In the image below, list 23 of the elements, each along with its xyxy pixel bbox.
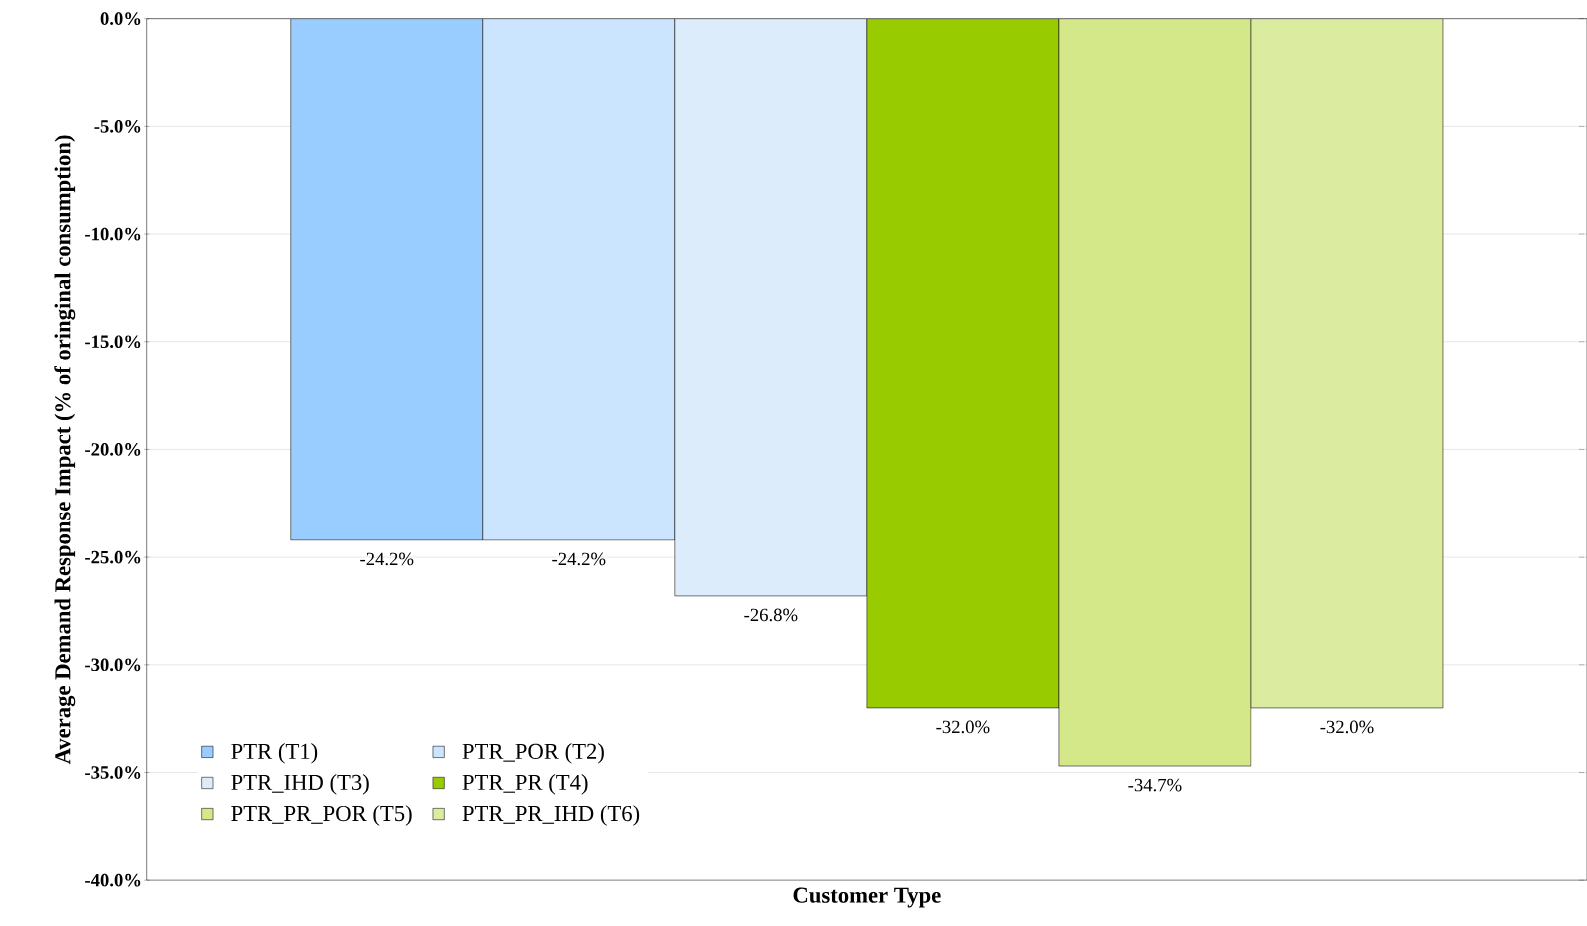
legend-label: PTR_PR_POR (T5) xyxy=(231,805,412,826)
data-label: -32.0% xyxy=(1320,720,1374,734)
y-tick-label: -30.0% xyxy=(85,658,141,672)
y-tick-label: -5.0% xyxy=(94,120,141,133)
y-tick-label: -25.0% xyxy=(85,551,141,564)
legend-label: PTR_POR (T2) xyxy=(462,743,604,764)
x-axis-title: Customer Type xyxy=(793,887,941,908)
legend-label: PTR_IHD (T3) xyxy=(231,774,369,795)
y-tick-label: 0.0% xyxy=(100,12,141,26)
data-label: -26.8% xyxy=(744,608,798,622)
data-label: -32.0% xyxy=(936,720,990,734)
y-tick-label: -40.0% xyxy=(85,874,141,887)
legend-label: PTR (T1) xyxy=(231,743,318,764)
y-tick-label: -15.0% xyxy=(85,335,141,349)
legend-label: PTR_PR_IHD (T6) xyxy=(462,805,640,826)
y-tick-label: -10.0% xyxy=(85,227,141,241)
data-label: -24.2% xyxy=(552,552,606,566)
data-label: -24.2% xyxy=(360,552,414,566)
legend-label: PTR_PR (T4) xyxy=(462,774,588,795)
data-label: -34.7% xyxy=(1128,778,1182,792)
y-tick-label: -20.0% xyxy=(85,443,141,457)
y-tick-label: -35.0% xyxy=(85,766,141,780)
y-axis-title: Average Demand Response Impact (% of oringinal consumption) xyxy=(54,135,76,765)
